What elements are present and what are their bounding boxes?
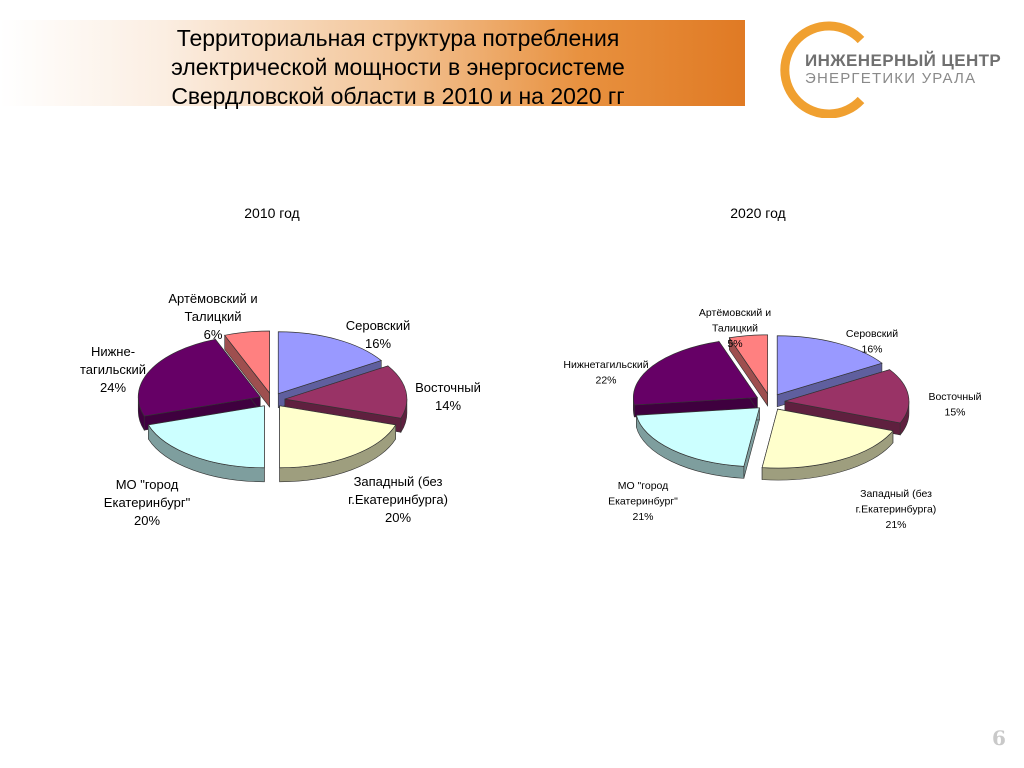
title-line: Территориальная структура потребления [176,25,620,51]
pie-chart-1: 2010 год Серовский 16%Восточный 14% Западный… [80,205,481,528]
pie-slice [224,330,270,408]
page-number: 6 [992,726,1006,750]
slice-label: Восточный 15% [928,391,981,419]
chart-title: 2010 год [244,205,299,221]
slice-label: Серовский 16% [846,328,898,356]
slice-label: Нижне-тагильский 24% [80,344,146,395]
slice-label: МО "город Екатеринбург" 21% [608,480,678,523]
pie-slice [728,334,769,407]
logo-ring-icon [780,21,865,119]
slice-label: Западный (без г.Екатеринбурга) 20% [348,474,448,525]
title-line: Свердловской области в 2010 и на 2020 гг [171,83,625,109]
chart-title: 2020 год [730,205,785,221]
pie-slice [761,408,894,481]
slice-label: Артёмовский и Талицкий 6% [168,291,257,342]
logo-text-line2: ЭНЕРГЕТИКИ УРАЛА [805,70,977,87]
pie-slice [633,340,758,418]
pie-slice [279,405,397,483]
slice-label: Нижнетагильский 22% [563,359,648,387]
company-logo: ИНЖЕНЕРНЫЙ ЦЕНТР ЭНЕРГЕТИКИ УРАЛА [775,18,1007,119]
slice-label: Серовский 16% [346,318,411,351]
slice-label: МО "город Екатеринбург" 20% [104,477,191,528]
page-title: Территориальная структура потребления эл… [118,24,678,111]
title-line: электрической мощности в энергосистеме [171,54,625,80]
title-banner [0,20,745,106]
slice-label: Артёмовский и Талицкий 5% [699,307,771,350]
slice-label: Восточный 14% [415,380,481,413]
logo-text-line1: ИНЖЕНЕРНЫЙ ЦЕНТР [805,51,1002,70]
slice-label: Западный (без г.Екатеринбурга) 21% [856,488,937,531]
pie-slice [147,405,265,483]
pie-slice [635,407,760,479]
pie-chart-2: 2020 год Серовский 16% Восточный 15% Западный… [563,205,981,531]
